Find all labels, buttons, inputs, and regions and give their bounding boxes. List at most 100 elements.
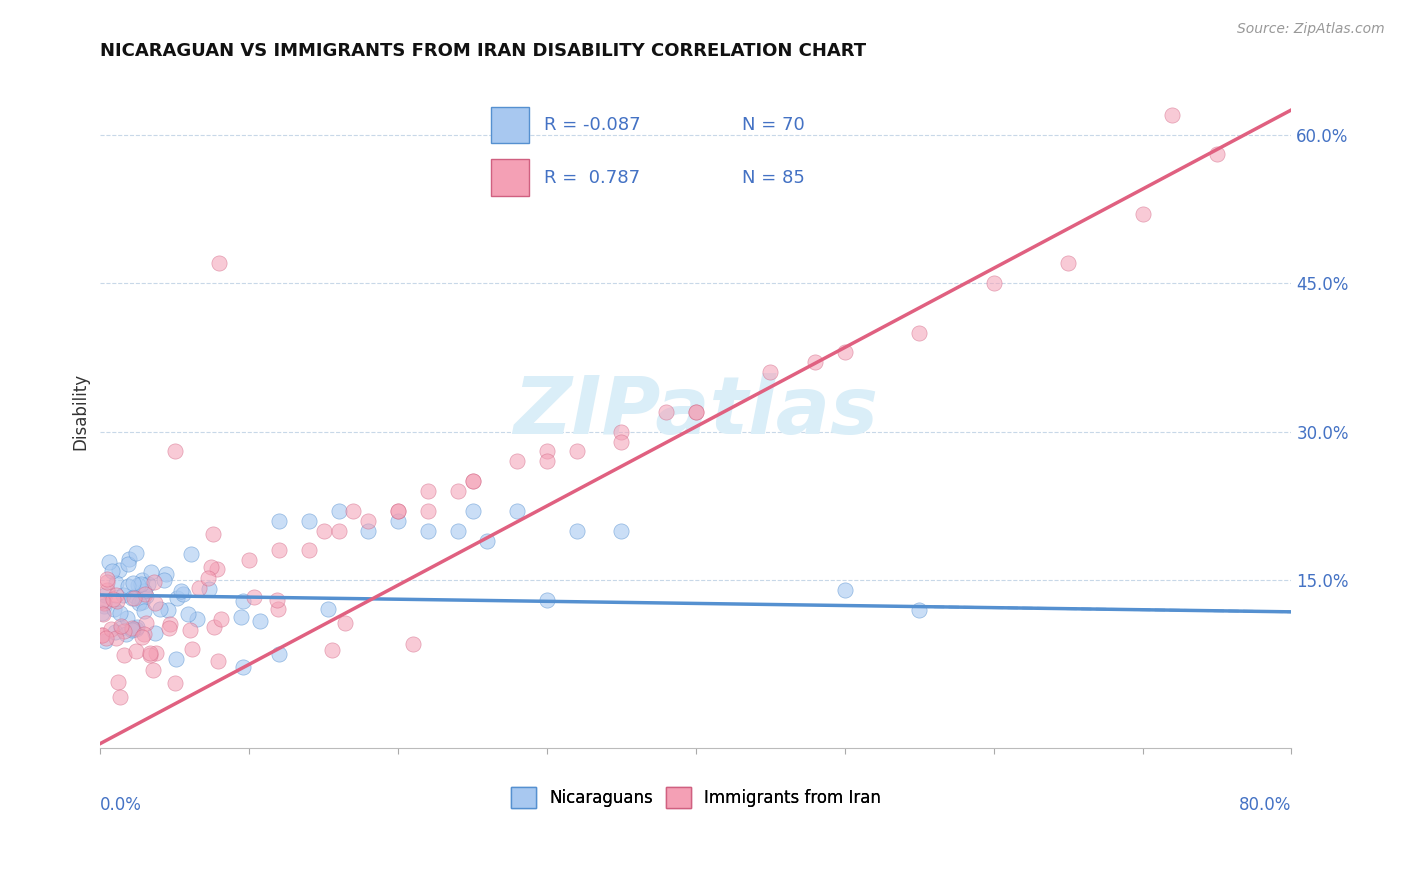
Point — [143, 574, 166, 589]
Point — [125, 545, 148, 559]
Point — [186, 612, 208, 626]
Point — [231, 609, 253, 624]
Point — [328, 524, 350, 538]
Point — [232, 594, 254, 608]
Point — [477, 533, 499, 548]
Point — [105, 631, 128, 645]
Point — [266, 601, 288, 615]
Point — [655, 405, 678, 419]
Point — [298, 514, 321, 528]
Point — [181, 641, 204, 656]
Point — [416, 524, 439, 538]
Point — [134, 587, 156, 601]
Legend: Nicaraguans, Immigrants from Iran: Nicaraguans, Immigrants from Iran — [503, 780, 887, 814]
Point — [149, 601, 172, 615]
Point — [131, 573, 153, 587]
Point — [143, 625, 166, 640]
Point — [103, 602, 125, 616]
Text: ZIPatlas: ZIPatlas — [513, 373, 879, 450]
Text: Source: ZipAtlas.com: Source: ZipAtlas.com — [1237, 22, 1385, 37]
Point — [179, 547, 201, 561]
Point — [94, 588, 117, 602]
Point — [536, 593, 558, 607]
Point — [316, 601, 339, 615]
Point — [200, 560, 222, 574]
Point — [238, 553, 260, 567]
Point — [232, 659, 254, 673]
Point — [93, 596, 115, 610]
Point — [1132, 207, 1154, 221]
Point — [101, 591, 124, 606]
Point — [91, 628, 114, 642]
Point — [111, 588, 134, 602]
Point — [112, 648, 135, 662]
Point — [105, 588, 128, 602]
Point — [298, 543, 321, 558]
Point — [207, 654, 229, 668]
Point — [165, 652, 187, 666]
Point — [110, 619, 132, 633]
Point — [759, 365, 782, 379]
Point — [208, 256, 231, 270]
Point — [132, 627, 155, 641]
Point — [131, 630, 153, 644]
Point — [1057, 256, 1080, 270]
Point — [209, 612, 232, 626]
Point — [107, 674, 129, 689]
Point — [197, 571, 219, 585]
Point — [685, 405, 707, 419]
Point — [357, 514, 380, 528]
Point — [117, 611, 139, 625]
Point — [312, 524, 335, 538]
Point — [125, 622, 148, 636]
Point — [416, 484, 439, 499]
Point — [834, 345, 856, 359]
Point — [461, 504, 484, 518]
Text: 0.0%: 0.0% — [100, 796, 142, 814]
Point — [125, 643, 148, 657]
Point — [124, 589, 146, 603]
Point — [249, 614, 271, 628]
Point — [90, 627, 112, 641]
Point — [610, 434, 633, 449]
Point — [131, 595, 153, 609]
Point — [179, 623, 201, 637]
Point — [447, 484, 470, 499]
Point — [267, 514, 290, 528]
Point — [461, 474, 484, 488]
Point — [908, 603, 931, 617]
Point — [96, 582, 118, 597]
Point — [908, 326, 931, 340]
Point — [416, 504, 439, 518]
Point — [90, 594, 112, 608]
Point — [357, 524, 380, 538]
Point — [1161, 108, 1184, 122]
Point — [122, 591, 145, 605]
Point — [201, 527, 224, 541]
Point — [91, 607, 114, 622]
Point — [94, 631, 117, 645]
Point — [96, 572, 118, 586]
Point — [117, 579, 139, 593]
Point — [100, 622, 122, 636]
Point — [139, 566, 162, 580]
Point — [97, 555, 120, 569]
Point — [328, 504, 350, 518]
Point — [163, 444, 186, 458]
Point — [153, 574, 176, 588]
Point — [108, 690, 131, 705]
Point — [125, 620, 148, 634]
Point — [118, 551, 141, 566]
Point — [122, 622, 145, 636]
Point — [202, 620, 225, 634]
Point — [172, 587, 194, 601]
Point — [610, 425, 633, 439]
Point — [321, 642, 343, 657]
Text: 80.0%: 80.0% — [1239, 796, 1292, 814]
Text: NICARAGUAN VS IMMIGRANTS FROM IRAN DISABILITY CORRELATION CHART: NICARAGUAN VS IMMIGRANTS FROM IRAN DISAB… — [100, 42, 866, 60]
Point — [104, 576, 127, 591]
Point — [135, 616, 157, 631]
Point — [387, 504, 409, 518]
Point — [139, 648, 162, 663]
Point — [197, 582, 219, 596]
